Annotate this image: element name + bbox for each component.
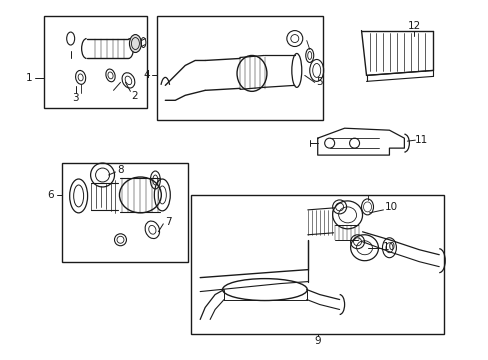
- Bar: [44, 15, 147, 108]
- Text: 9: 9: [314, 336, 321, 346]
- Text: 10: 10: [384, 202, 397, 212]
- Text: 10: 10: [382, 242, 395, 252]
- Text: 12: 12: [407, 21, 420, 31]
- Text: 8: 8: [117, 165, 123, 175]
- Text: 7: 7: [164, 217, 171, 227]
- Bar: [157, 15, 322, 120]
- Text: 2: 2: [131, 91, 138, 101]
- Ellipse shape: [129, 35, 141, 53]
- Text: 3: 3: [72, 93, 79, 103]
- Bar: [61, 163, 188, 262]
- Text: 11: 11: [414, 135, 427, 145]
- Text: 4: 4: [143, 71, 149, 80]
- Bar: [191, 195, 443, 334]
- Text: 1: 1: [25, 73, 32, 84]
- Text: 5: 5: [316, 77, 323, 87]
- Text: 6: 6: [47, 190, 54, 200]
